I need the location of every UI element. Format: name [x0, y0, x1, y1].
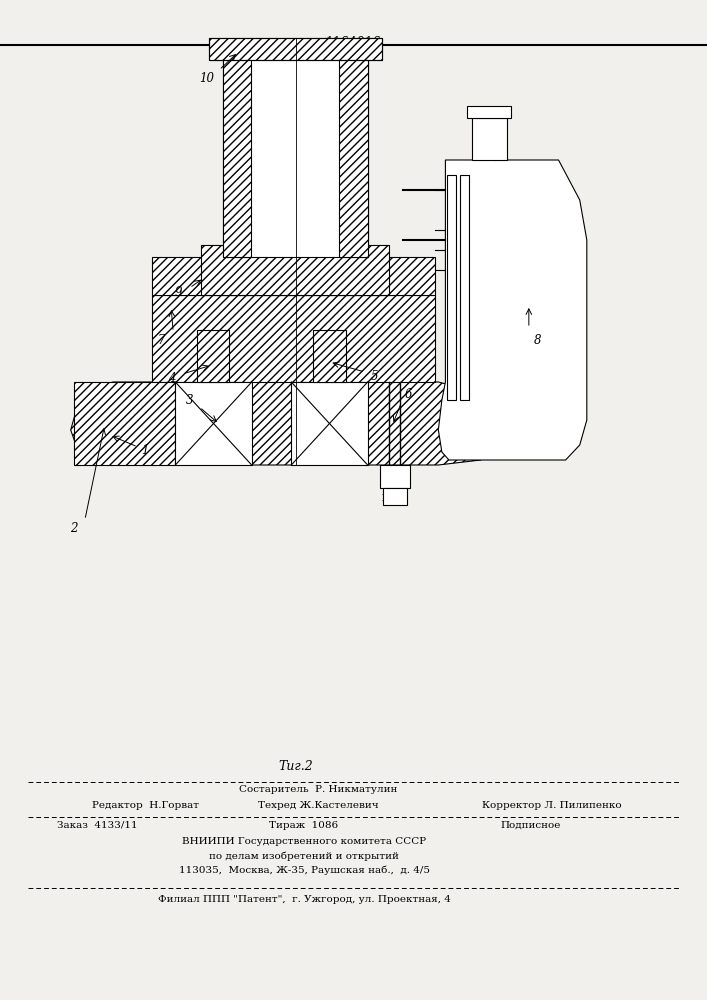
Bar	[383, 488, 407, 505]
Bar	[197, 330, 229, 382]
Text: 10: 10	[199, 72, 214, 85]
Bar	[209, 38, 382, 60]
Bar	[74, 382, 175, 465]
Bar	[209, 38, 382, 60]
Text: 3: 3	[186, 393, 193, 406]
Bar	[460, 175, 469, 400]
Text: 6: 6	[405, 387, 412, 400]
Text: по делам изобретений и открытий: по делам изобретений и открытий	[209, 851, 399, 861]
Polygon shape	[71, 382, 508, 465]
Text: Корректор Л. Пилипенко: Корректор Л. Пилипенко	[481, 800, 621, 810]
Text: Состаритель  Р. Никматулин: Состаритель Р. Никматулин	[239, 786, 397, 794]
Bar	[201, 245, 389, 295]
Text: 8: 8	[534, 334, 541, 347]
Text: 4: 4	[168, 371, 175, 384]
Text: Подписное: Подписное	[500, 820, 561, 830]
Text: 5: 5	[371, 369, 378, 382]
Bar	[380, 465, 410, 488]
Text: 1164016: 1164016	[325, 36, 382, 49]
Bar	[175, 382, 252, 465]
Text: 2: 2	[71, 522, 78, 534]
Bar	[467, 106, 511, 118]
Polygon shape	[438, 160, 587, 460]
Text: Τиг.2: Τиг.2	[278, 760, 313, 774]
Text: Заказ  4133/11: Заказ 4133/11	[57, 820, 137, 830]
Text: Тираж  1086: Тираж 1086	[269, 820, 339, 830]
Bar	[223, 42, 368, 257]
Text: 9: 9	[175, 286, 182, 300]
Text: 7: 7	[158, 334, 165, 347]
Text: Техред Ж.Кастелевич: Техред Ж.Кастелевич	[258, 800, 378, 810]
Bar	[472, 118, 507, 160]
Bar	[291, 382, 368, 465]
Bar	[447, 175, 456, 400]
Text: Редактор  Н.Горват: Редактор Н.Горват	[92, 800, 199, 810]
Text: Филиал ППП "Патент",  г. Ужгород, ул. Проектная, 4: Филиал ППП "Патент", г. Ужгород, ул. Про…	[158, 896, 450, 904]
Bar	[339, 42, 368, 257]
Bar	[313, 330, 346, 382]
Text: ВНИИПИ Государственного комитета СССР: ВНИИПИ Государственного комитета СССР	[182, 838, 426, 846]
Bar	[152, 257, 435, 295]
Bar	[223, 42, 251, 257]
Text: 113035,  Москва, Ж-35, Раушская наб.,  д. 4/5: 113035, Москва, Ж-35, Раушская наб., д. …	[178, 865, 430, 875]
Text: 1: 1	[141, 444, 148, 456]
Polygon shape	[152, 295, 435, 382]
